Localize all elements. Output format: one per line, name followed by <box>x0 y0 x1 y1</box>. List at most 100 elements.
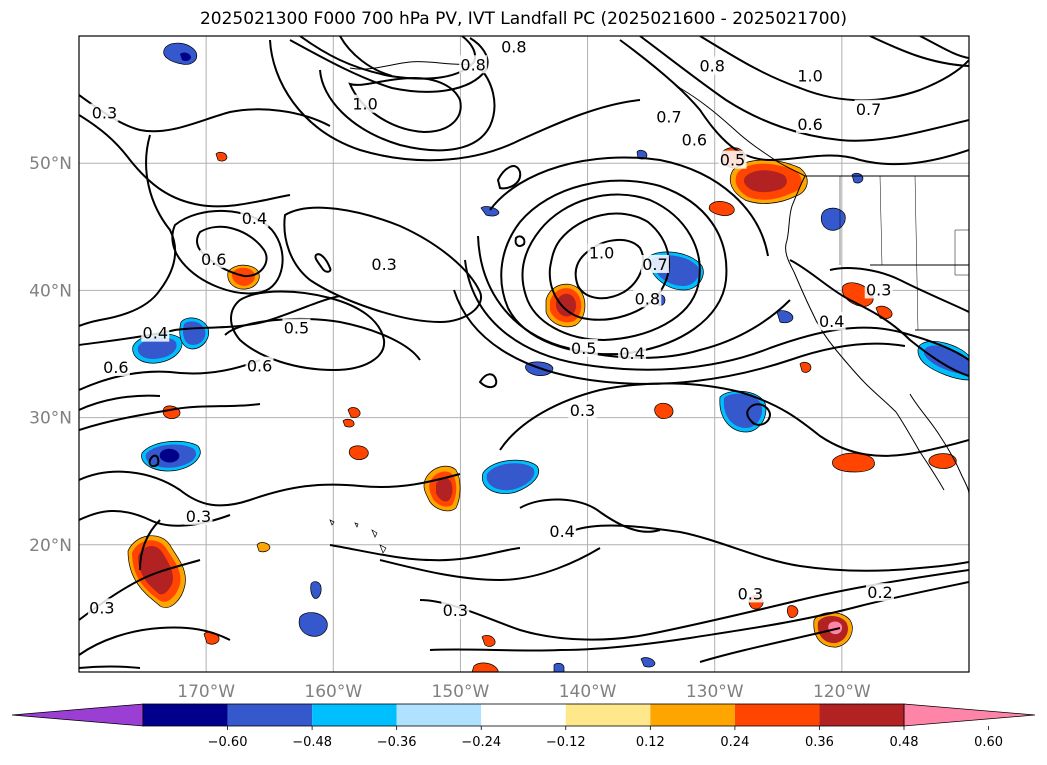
contour-line <box>746 403 772 426</box>
contour-label-bg <box>854 99 883 118</box>
contour-line <box>269 39 641 162</box>
longitude-tick-label: 160°W <box>304 682 362 702</box>
contour-label-bg <box>796 66 825 85</box>
latitude-tick-label: 20°N <box>29 536 72 556</box>
positive-anomaly <box>799 361 812 373</box>
contour-label: 0.3 <box>443 601 468 620</box>
contour-label: 0.8 <box>635 289 660 308</box>
contour-label: 0.8 <box>501 37 526 56</box>
colorbar: −0.60 −0.48 −0.36 −0.24 −0.12 0.12 0.24 0.36 0.4… <box>11 703 1036 750</box>
contour-labels: 0.80.8 0.81.01.0 0.70.3 0.7 0.60.60.50.40.41… <box>87 37 894 620</box>
colorbar-segment <box>143 704 228 726</box>
positive-anomaly <box>828 621 843 635</box>
contour-label-bg <box>736 584 765 603</box>
contour-line <box>196 225 268 278</box>
contour-line <box>574 524 969 572</box>
negative-anomaly <box>159 448 180 463</box>
contour-label-bg <box>101 357 130 376</box>
contour-label-bg <box>141 323 170 342</box>
contour-label: 1.0 <box>352 95 377 114</box>
positive-anomaly <box>556 293 577 317</box>
longitude-tick-label: 130°W <box>686 682 744 702</box>
contour-label-bg <box>245 356 274 375</box>
contour-label-bg <box>240 209 269 228</box>
colorbar-tick-label: −0.12 <box>546 735 586 750</box>
contour-line <box>829 267 969 313</box>
contour-label-bg <box>618 344 647 362</box>
contour-label-bg <box>499 37 528 56</box>
colorbar-segment <box>396 704 482 726</box>
negative-anomaly <box>776 310 794 324</box>
contour-label-bg <box>370 254 399 273</box>
contour-label: 0.7 <box>642 255 667 274</box>
colorbar-segment <box>650 704 735 726</box>
negative-anomaly <box>851 172 864 184</box>
contour-label: 0.3 <box>570 401 595 420</box>
colorbar-segment <box>481 704 566 726</box>
contour-label: 0.5 <box>284 319 309 338</box>
contour-line <box>379 547 601 582</box>
contour-label: 0.3 <box>738 584 763 603</box>
contour-label: 0.6 <box>797 115 822 134</box>
colorbar-tick-label: 0.12 <box>636 735 665 750</box>
contour-line <box>339 36 393 77</box>
alaska-islands <box>349 61 471 70</box>
contour-line <box>519 498 661 533</box>
contour-label: 0.3 <box>371 255 396 274</box>
contour-line <box>699 627 841 663</box>
negative-anomaly <box>310 581 322 599</box>
negative-anomaly <box>640 657 656 668</box>
contour-label-bg <box>441 600 470 619</box>
contour-line <box>148 454 160 468</box>
contour-line <box>348 76 462 134</box>
positive-anomaly <box>743 170 787 193</box>
contour-label: 0.4 <box>143 324 168 343</box>
contour-label: 1.0 <box>797 67 822 86</box>
contour-label-bg <box>568 401 597 420</box>
contour-label-bg <box>282 318 311 337</box>
map-plot-area: 0.80.8 0.81.01.0 0.70.3 0.7 0.60.60.50.40.41… <box>79 36 969 672</box>
contour-label-bg <box>864 280 893 299</box>
positive-anomaly <box>215 151 228 162</box>
colorbar-segment <box>819 704 904 726</box>
contour-line <box>224 317 421 361</box>
state-borders <box>839 175 969 331</box>
latitude-tick-label: 50°N <box>29 154 72 174</box>
contour-line <box>489 156 769 257</box>
contour-line <box>464 259 969 371</box>
colorbar-segment <box>312 704 397 726</box>
contour-label: 0.3 <box>866 280 891 299</box>
positive-anomaly <box>654 402 674 419</box>
contour-line <box>79 359 261 391</box>
contour-line <box>919 36 969 59</box>
contour-line <box>79 134 177 327</box>
contour-label: 0.2 <box>867 583 892 602</box>
longitude-tick-label: 120°W <box>813 682 871 702</box>
latitude-tick-label: 40°N <box>29 281 72 301</box>
contour-label: 0.4 <box>819 312 844 331</box>
small-islands <box>329 519 387 554</box>
contour-label: 0.6 <box>103 358 128 377</box>
colorbar-segment <box>734 704 820 726</box>
contour-line <box>329 544 521 562</box>
contour-line <box>699 36 969 102</box>
longitude-labels: 170°W 160°W 150°W 140°W 130°W 120°W <box>177 682 871 702</box>
contour-label-bg <box>633 289 662 308</box>
contour-label-bg <box>548 522 577 541</box>
contour-line <box>79 626 231 656</box>
negative-anomaly <box>820 207 846 231</box>
contour-label: 0.6 <box>247 357 272 376</box>
contour-label: 0.5 <box>571 339 596 358</box>
colorbar-extend-min <box>11 703 144 727</box>
us-west-coastline <box>793 271 897 413</box>
negative-anomaly <box>137 337 177 359</box>
contour-label-bg <box>796 115 825 134</box>
country-border <box>805 175 969 331</box>
positive-anomaly <box>348 445 369 460</box>
negative-anomaly <box>480 206 500 217</box>
positive-anomaly <box>832 452 875 473</box>
contour-line <box>869 36 969 67</box>
contour-label-bg <box>459 55 488 74</box>
contour-label-bg <box>640 254 669 273</box>
